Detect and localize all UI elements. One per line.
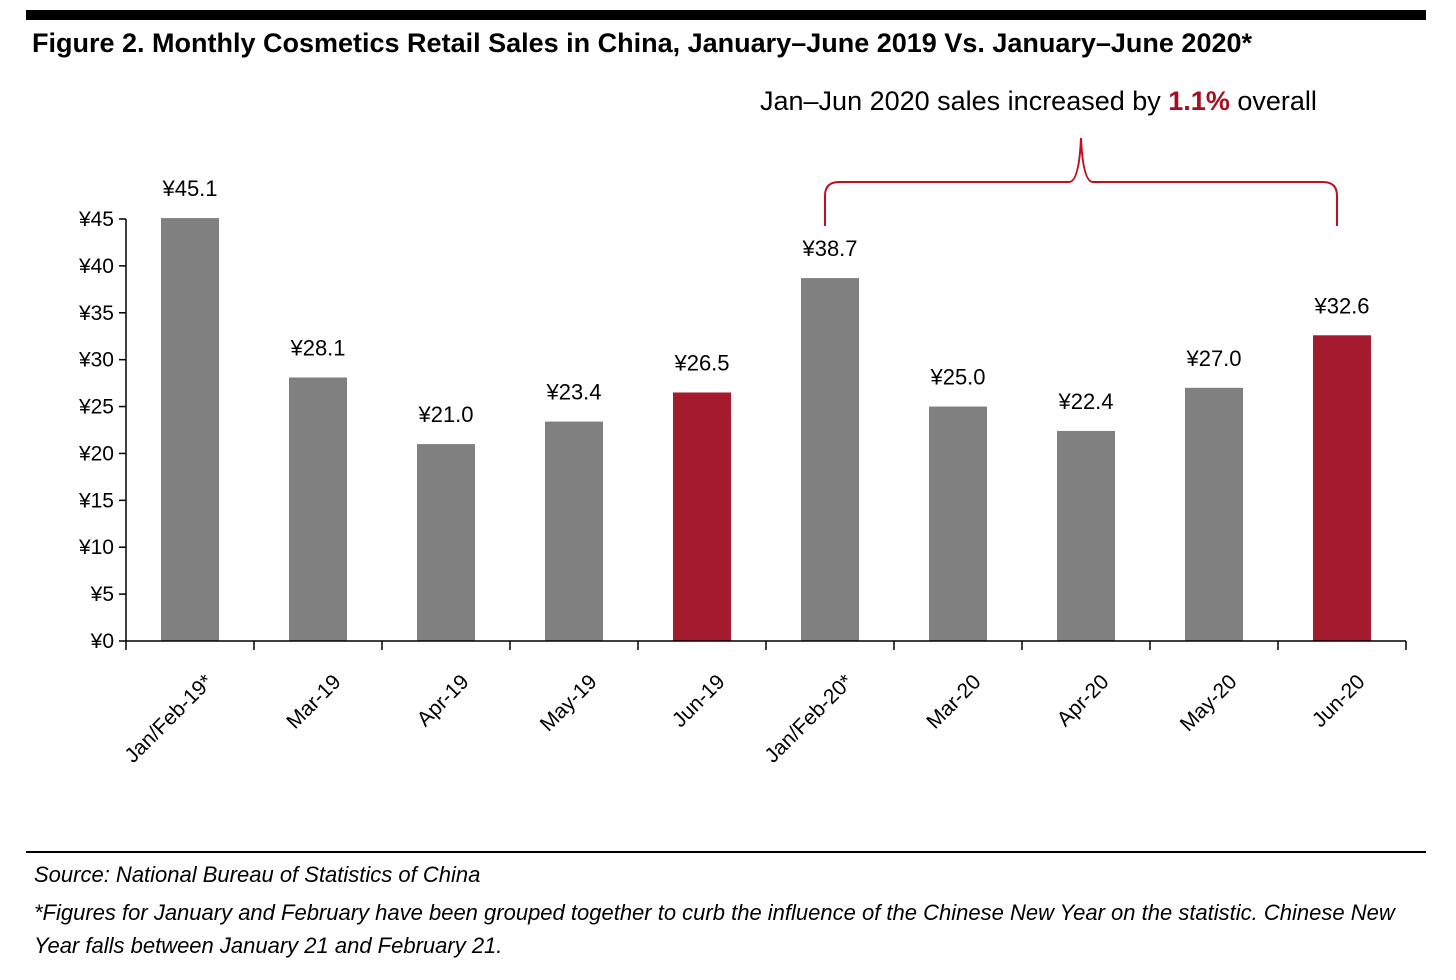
x-tick-label: Jan/Feb-19* (120, 670, 217, 767)
growth-annotation: Jan–Jun 2020 sales increased by 1.1% ove… (760, 86, 1317, 117)
top-rule (26, 10, 1426, 20)
data-label: ¥23.4 (545, 380, 601, 405)
y-tick-label: ¥45 (78, 208, 114, 231)
bar (1185, 387, 1243, 641)
bar (673, 392, 731, 641)
x-axis: Jan/Feb-19* Mar-19 Apr-19 May-19 Jun-19 Jan/F… (120, 640, 1407, 767)
y-tick-label: ¥10 (78, 536, 114, 559)
x-tick-label: May-19 (536, 670, 602, 736)
data-label: ¥25.0 (929, 365, 985, 390)
source-note: Source: National Bureau of Statistics of… (34, 862, 481, 887)
y-axis: ¥0 ¥5 ¥10 ¥15 ¥20 ¥25 ¥30 ¥35 ¥40 ¥45 (78, 208, 127, 653)
y-tick-label: ¥25 (78, 396, 114, 419)
bar (801, 278, 859, 641)
data-label: ¥45.1 (161, 176, 217, 201)
bottom-rule (26, 851, 1426, 853)
bar (417, 444, 475, 641)
bar-chart: ¥0¥5¥10¥15¥20¥25¥30¥35¥40¥45 ¥45.1¥28.1¥… (78, 137, 1407, 767)
annotation-bracket (824, 137, 1338, 226)
footnote: *Figures for January and February have b… (34, 900, 1395, 958)
x-tick-label: Mar-20 (922, 670, 985, 733)
data-label: ¥28.1 (289, 335, 345, 360)
x-tick-label: Mar-19 (282, 670, 345, 733)
annotation-highlight: 1.1% (1168, 86, 1230, 116)
bar (545, 421, 603, 641)
y-tick-label: ¥35 (78, 302, 114, 325)
annotation-prefix: Jan–Jun 2020 sales increased by (760, 86, 1169, 116)
data-label: ¥27.0 (1185, 346, 1241, 371)
bars: ¥45.1 ¥28.1 ¥21.0 ¥23.4 ¥26.5 ¥38.7 ¥25.0 ¥22.4… (161, 176, 1371, 641)
y-tick-label: ¥40 (78, 255, 114, 278)
x-tick-label: Jun-20 (1308, 670, 1370, 732)
y-tick-label: ¥0 (90, 630, 114, 653)
bar (1057, 430, 1115, 641)
x-tick-label: Apr-19 (413, 670, 474, 731)
data-label: ¥32.6 (1313, 293, 1369, 318)
data-label: ¥21.0 (417, 402, 473, 427)
bar (1313, 335, 1371, 641)
y-tick-label: ¥30 (78, 349, 114, 372)
x-tick-label: May-20 (1176, 670, 1242, 736)
x-tick-label: Jan/Feb-20* (760, 670, 857, 767)
figure-title: Figure 2. Monthly Cosmetics Retail Sales… (32, 28, 1252, 58)
y-tick-label: ¥20 (78, 442, 114, 465)
bar (929, 406, 987, 641)
x-tick-label: Apr-20 (1053, 670, 1114, 731)
annotation-suffix: overall (1229, 86, 1317, 116)
data-label: ¥26.5 (673, 350, 729, 375)
x-tick-label: Jun-19 (668, 670, 730, 732)
bar (161, 218, 219, 641)
bar (289, 377, 347, 641)
y-tick-label: ¥5 (90, 583, 114, 606)
data-label: ¥38.7 (801, 236, 857, 261)
y-tick-label: ¥15 (78, 489, 114, 512)
data-label: ¥22.4 (1057, 389, 1113, 414)
